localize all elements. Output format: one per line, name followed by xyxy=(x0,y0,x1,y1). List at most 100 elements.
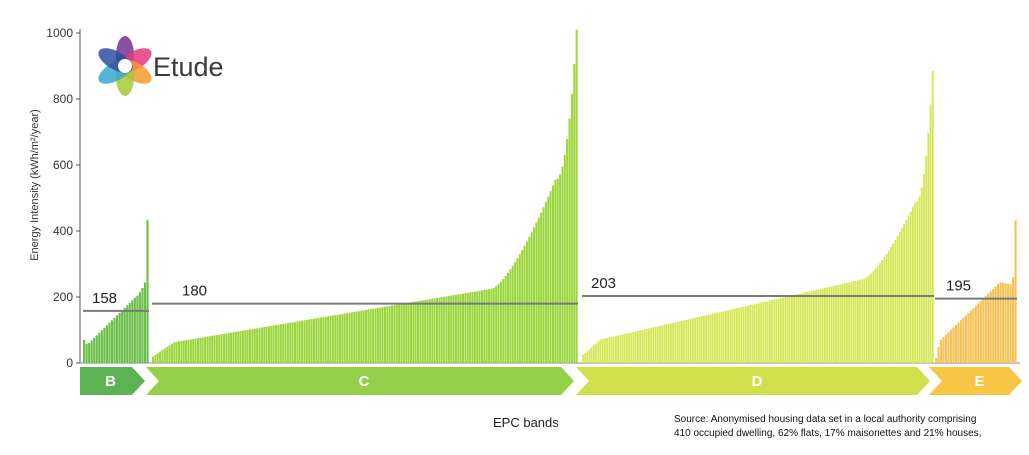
bar-d xyxy=(725,310,727,363)
bar-c xyxy=(466,292,469,363)
bar-d xyxy=(929,104,932,363)
bar-d xyxy=(601,339,604,363)
bar-c xyxy=(218,334,221,363)
bar-d xyxy=(894,239,897,363)
bar-e xyxy=(957,322,960,363)
bar-d xyxy=(819,288,822,363)
bar-c xyxy=(284,323,287,363)
bar-d xyxy=(689,318,692,363)
average-label-c: 180 xyxy=(182,283,207,300)
bar-c xyxy=(166,346,169,363)
bar-c xyxy=(499,281,502,363)
bar-d xyxy=(879,263,881,363)
bar-e xyxy=(974,305,977,363)
y-tick-label: 800 xyxy=(53,92,73,106)
bar-d xyxy=(749,305,752,363)
bar-d xyxy=(628,332,631,363)
bar-c xyxy=(379,307,382,363)
bar-c xyxy=(398,304,401,363)
bar-d xyxy=(907,215,910,363)
bar-b xyxy=(105,325,109,363)
bar-d xyxy=(586,350,589,363)
bar-d xyxy=(630,332,633,363)
bar-c xyxy=(492,287,495,363)
bar-c xyxy=(386,306,389,363)
bar-c xyxy=(428,299,431,363)
bar-c xyxy=(180,341,183,363)
bar-c xyxy=(263,327,266,363)
bar-d xyxy=(769,300,771,363)
bar-e xyxy=(997,284,1000,363)
bar-b xyxy=(113,317,116,363)
bar-c xyxy=(533,227,536,363)
bar-c xyxy=(407,302,410,363)
average-lines-group: 158 180 203 195 xyxy=(83,275,1017,312)
average-label-e: 195 xyxy=(946,278,971,295)
bar-c xyxy=(196,338,199,363)
bar-c xyxy=(289,322,292,363)
bar-b xyxy=(141,288,144,363)
bar-b xyxy=(131,300,134,363)
bar-d xyxy=(615,335,617,363)
bar-d xyxy=(751,304,754,363)
bar-c xyxy=(310,319,313,363)
bar-c xyxy=(509,269,512,363)
bar-d xyxy=(584,352,587,363)
bar-d xyxy=(903,224,906,363)
bar-c xyxy=(443,296,446,363)
bar-c xyxy=(464,293,467,363)
bar-c xyxy=(488,289,491,363)
bar-d xyxy=(830,286,833,363)
bar-d xyxy=(747,305,749,363)
bar-d xyxy=(852,281,855,363)
bar-c xyxy=(201,337,204,363)
bar-d xyxy=(881,260,884,363)
bar-c xyxy=(334,315,337,363)
bar-e xyxy=(994,286,997,363)
bar-d xyxy=(634,331,637,363)
bar-d xyxy=(718,312,721,363)
bar-d xyxy=(623,333,626,363)
epc-band-b xyxy=(80,367,145,395)
epc-band-label: C xyxy=(359,373,370,390)
bar-c xyxy=(417,301,420,363)
bar-c xyxy=(192,339,195,363)
bar-c xyxy=(516,258,519,363)
bar-c xyxy=(462,293,465,363)
bar-d xyxy=(742,306,745,363)
bar-c xyxy=(556,178,559,363)
bar-c xyxy=(480,290,483,363)
bar-c xyxy=(178,341,181,363)
bar-e xyxy=(947,332,950,363)
bar-d xyxy=(918,196,921,363)
bar-d xyxy=(925,156,928,363)
bar-e xyxy=(987,293,990,363)
bar-c xyxy=(182,340,185,363)
bar-c xyxy=(476,291,479,363)
bar-c xyxy=(189,339,192,363)
bar-d xyxy=(872,271,875,363)
bar-c xyxy=(267,326,270,363)
bar-c xyxy=(365,309,368,363)
bar-e xyxy=(937,347,940,363)
bar-d xyxy=(687,319,690,363)
bar-c xyxy=(393,305,396,363)
bar-c xyxy=(298,321,301,363)
bar-b xyxy=(123,307,126,363)
bar-d xyxy=(846,282,848,363)
bar-b xyxy=(116,315,119,363)
bar-e xyxy=(1004,283,1007,363)
y-axis-label: Energy Intensity (kWh/m²/year) xyxy=(29,109,41,261)
bar-d xyxy=(617,335,620,363)
bar-d xyxy=(667,323,670,363)
bar-c xyxy=(324,316,327,363)
bar-c xyxy=(272,325,275,363)
bar-c xyxy=(163,348,166,363)
bar-c xyxy=(291,322,294,363)
bar-c xyxy=(270,325,273,363)
bar-c xyxy=(322,317,325,363)
bar-d xyxy=(709,314,712,363)
bar-c xyxy=(431,298,434,363)
bar-d xyxy=(890,247,892,363)
